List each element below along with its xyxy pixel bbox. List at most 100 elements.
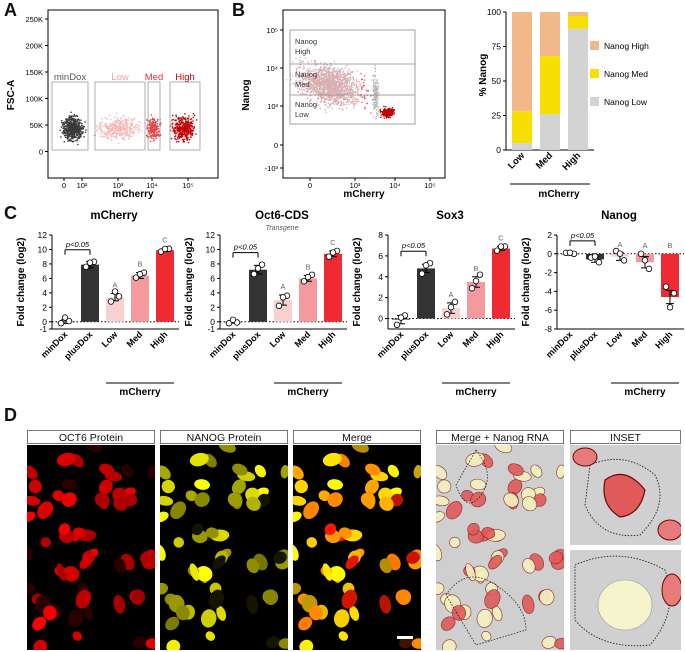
data-point [566, 249, 574, 256]
y-tick-label: -1 [39, 324, 47, 334]
header-merge-rna: Merge + Nanog RNA [436, 430, 564, 444]
nanog-gate-label: Nanog [295, 70, 317, 79]
y-ticks-b: 10⁵ 10⁴ 10³ 0 -10³ [265, 26, 283, 173]
data-point [666, 304, 674, 311]
significance-label: p<0.05 [570, 231, 595, 240]
bar [156, 250, 174, 322]
x-tick-label: Med [461, 329, 481, 349]
legend-swatch [590, 69, 599, 78]
stack-bar-segment [540, 56, 560, 115]
header-inset: INSET [570, 430, 681, 444]
y-tick-label: 0 [42, 317, 47, 327]
significance-letter: C [162, 236, 168, 245]
nanog-gate-label: Low [295, 110, 309, 119]
y-tick-label: 8 [210, 259, 215, 269]
y-axis-label: Fold change (log2) [184, 238, 195, 327]
y-tick-label: 6 [378, 251, 383, 261]
nanog-gate-label: Nanog [295, 100, 317, 109]
x-tick-label-b: 0 [308, 181, 312, 190]
data-point [57, 320, 65, 327]
nanog-image [160, 445, 288, 650]
data-point [279, 294, 287, 301]
panel-letter-d: D [4, 405, 17, 425]
inset-bottom-image [570, 550, 681, 650]
data-point [595, 259, 603, 266]
x-tick-label: High [484, 329, 505, 350]
panel-letter-c: C [4, 203, 17, 223]
data-point [115, 293, 123, 300]
merge-rna-image [436, 445, 564, 650]
group-label: mCherry [119, 387, 161, 398]
significance-letter: B [473, 264, 478, 273]
y-tick-label: 12 [206, 230, 216, 240]
x-tick-label: Low [268, 329, 289, 350]
y-axis-label: Fold change (log2) [16, 238, 27, 327]
y-tick-label-b: -10³ [265, 164, 279, 173]
x-tick-label: Low [605, 329, 626, 350]
stack-x-label: mCherry [538, 189, 580, 200]
bar [492, 248, 510, 319]
y-ticks-a: 250K 200K 150K 100K 50K 0 [25, 15, 48, 157]
bar [131, 275, 149, 322]
stack-bar-segment [568, 28, 588, 151]
x-tick-label: High [148, 329, 169, 350]
data-point [300, 278, 308, 285]
merge-image [293, 445, 421, 650]
y-tick-label-a: 50K [30, 121, 43, 130]
y-tick-label-a: 250K [25, 15, 43, 24]
x-tick-label-b: 10⁵ [424, 181, 435, 190]
y-tick-label: 0 [210, 317, 215, 327]
gate-label-a: Med [145, 72, 163, 83]
data-point [107, 298, 115, 305]
scale-bar [397, 636, 413, 639]
flow-plot-a: minDox Low Med High 250K 200K 150K 100K 50K 0 0 1… [6, 9, 219, 200]
data-point [225, 320, 233, 327]
significance-letter: B [305, 262, 310, 271]
significance-letter: B [667, 241, 672, 250]
x-tick-label-a: 10⁵ [182, 181, 193, 190]
flow-scatter-b [285, 56, 395, 120]
bar [324, 253, 342, 322]
y-axis-label-a: FSC-A [6, 80, 17, 111]
y-tick-label: 6 [42, 273, 47, 283]
y-tick-label: -2 [544, 268, 552, 278]
x-tick-label-b: 10⁴ [389, 181, 401, 190]
significance-label: p<0.05 [401, 241, 426, 250]
stack-bar-segment [540, 114, 560, 150]
data-point [254, 265, 262, 272]
y-tick-label: 2 [42, 302, 47, 312]
data-point [493, 247, 501, 254]
nanog-gate-label: Med [295, 80, 310, 89]
bar [417, 268, 435, 319]
stack-bar-segment [512, 12, 532, 112]
stack-x-tick: High [560, 150, 583, 173]
stacked-bar-chart: 0 25 50 75 100 Low Med High % Nanog mCherry Nan… [478, 7, 649, 200]
chart-title: Oct6-CDS [255, 210, 309, 222]
y-tick-label: 10 [206, 244, 216, 254]
significance-letter: C [330, 238, 336, 247]
significance-letter: A [280, 282, 285, 291]
data-point [422, 262, 430, 269]
bar [299, 278, 317, 322]
stack-bar-segment [512, 143, 532, 150]
y-tick-label-b: 10⁵ [267, 26, 278, 35]
flow-scatter-a [59, 111, 198, 146]
y-tick-label-a: 0 [39, 148, 43, 157]
x-tick-label-b: 10³ [350, 181, 361, 190]
y-tick-label-a: 150K [25, 68, 43, 77]
y-tick-label-b: 10³ [267, 102, 278, 111]
gate-label-a: minDox [54, 72, 86, 83]
data-point [275, 302, 283, 310]
stack-y-label: % Nanog [478, 54, 489, 97]
data-point [616, 250, 624, 257]
y-tick-label: 2 [210, 302, 215, 312]
data-point [258, 261, 266, 268]
y-tick-label: 12 [38, 230, 48, 240]
chart-title: Sox3 [436, 210, 464, 222]
data-point [637, 250, 645, 257]
y-tick-label: 4 [210, 288, 215, 298]
y-tick-label-b: 0 [274, 141, 278, 150]
data-point [476, 271, 484, 278]
